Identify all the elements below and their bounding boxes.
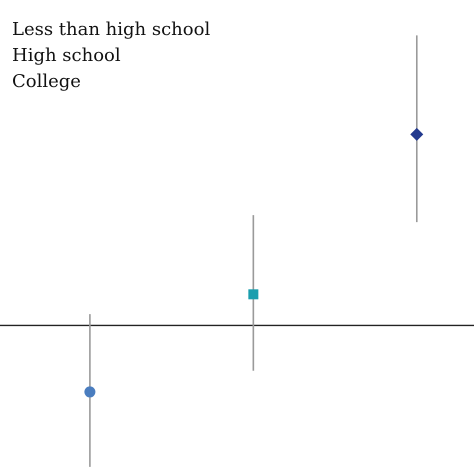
legend: Less than high school High school Colleg… <box>12 19 210 92</box>
legend-entry-high-school: High school <box>12 45 121 66</box>
point-estimate-college <box>410 127 424 141</box>
point-estimate-high-school <box>248 289 259 300</box>
legend-entry-college: College <box>12 71 81 92</box>
point-estimate-less-than-high-school <box>84 386 96 398</box>
legend-entry-less-than-high-school: Less than high school <box>12 19 210 40</box>
chart-marks <box>84 35 424 467</box>
